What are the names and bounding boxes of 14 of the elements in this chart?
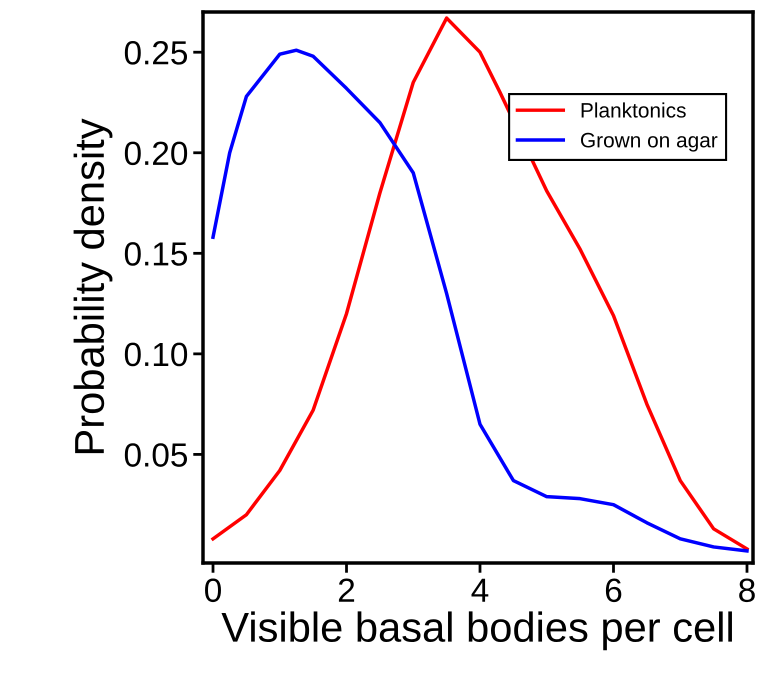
- x-tick-label: 6: [606, 578, 622, 602]
- y-tick-label: 0.20: [124, 142, 188, 166]
- y-axis-title: Probability density: [74, 118, 112, 454]
- y-tick-label: 0.05: [124, 443, 188, 467]
- x-axis-title: Visible basal bodies per cell: [221, 611, 732, 650]
- y-tick-label: 0.10: [124, 342, 188, 366]
- x-tick-label: 4: [472, 578, 488, 602]
- y-tick-label: 0.25: [124, 41, 188, 65]
- y-tick-label: 0.15: [124, 242, 188, 266]
- x-tick-label: 0: [205, 578, 221, 602]
- x-tick-label: 2: [338, 578, 354, 602]
- legend-label: Grown on agar: [581, 132, 718, 152]
- x-tick-label: 8: [739, 578, 755, 602]
- legend-label: Planktonics: [582, 102, 686, 118]
